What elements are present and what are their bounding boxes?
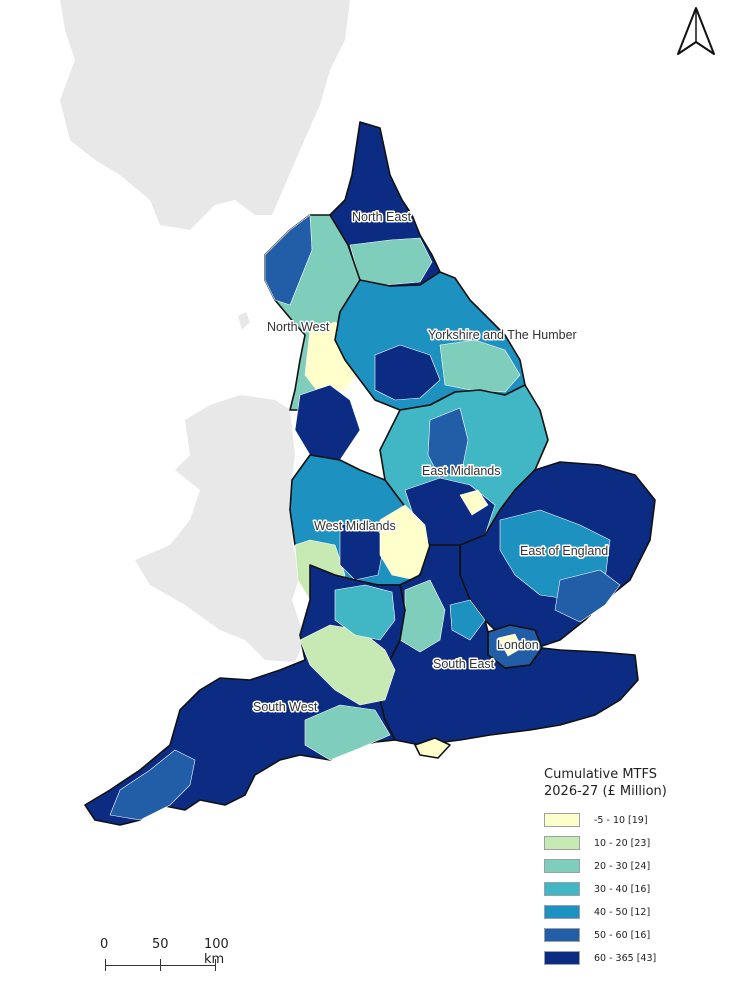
label-east-of-england: East of England bbox=[520, 544, 608, 558]
legend-item: 50 - 60 [16] bbox=[544, 925, 729, 945]
legend-item: 60 - 365 [43] bbox=[544, 948, 729, 968]
label-south-west: South West bbox=[253, 700, 318, 714]
legend-item: 30 - 40 [16] bbox=[544, 879, 729, 899]
label-west-midlands: West Midlands bbox=[314, 519, 396, 533]
legend-title-line2: 2026-27 (£ Million) bbox=[544, 784, 667, 799]
label-north-west: North West bbox=[267, 320, 330, 334]
legend-swatch bbox=[544, 859, 580, 873]
scale-label-100: 100 km bbox=[204, 937, 229, 967]
scotland-land bbox=[60, 0, 350, 230]
legend-label: 30 - 40 [16] bbox=[594, 883, 651, 895]
label-north-east: North East bbox=[352, 210, 412, 224]
legend-label: 40 - 50 [12] bbox=[594, 906, 651, 918]
legend-label: 50 - 60 [16] bbox=[594, 929, 651, 941]
isle-of-man bbox=[238, 312, 250, 330]
wales-land bbox=[135, 395, 305, 662]
legend-item: 10 - 20 [23] bbox=[544, 833, 729, 853]
legend-rows: -5 - 10 [19] 10 - 20 [23] 20 - 30 [24] 30 -… bbox=[544, 810, 729, 968]
legend-swatch bbox=[544, 882, 580, 896]
scale-label-50: 50 bbox=[152, 937, 169, 952]
label-south-east: South East bbox=[433, 657, 495, 671]
legend-label: 20 - 30 [24] bbox=[594, 860, 651, 872]
map-legend: Cumulative MTFS 2026-27 (£ Million) -5 -… bbox=[544, 766, 729, 971]
legend-swatch bbox=[544, 836, 580, 850]
label-east-midlands: East Midlands bbox=[422, 464, 501, 478]
legend-swatch bbox=[544, 905, 580, 919]
scale-tick bbox=[215, 959, 216, 971]
legend-label: 10 - 20 [23] bbox=[594, 837, 651, 849]
legend-label: -5 - 10 [19] bbox=[594, 814, 648, 826]
england-regions bbox=[84, 121, 656, 826]
scale-tick bbox=[160, 959, 161, 971]
legend-swatch bbox=[544, 813, 580, 827]
legend-item: 40 - 50 [12] bbox=[544, 902, 729, 922]
scale-label-0: 0 bbox=[100, 937, 109, 952]
legend-label: 60 - 365 [43] bbox=[594, 952, 657, 964]
legend-swatch bbox=[544, 951, 580, 965]
north-arrow-icon bbox=[677, 7, 715, 55]
label-yorkshire: Yorkshire and The Humber bbox=[428, 328, 577, 342]
background-land bbox=[60, 0, 350, 662]
legend-swatch bbox=[544, 928, 580, 942]
scale-tick bbox=[105, 959, 106, 971]
legend-item: 20 - 30 [24] bbox=[544, 856, 729, 876]
legend-title: Cumulative MTFS 2026-27 (£ Million) bbox=[544, 766, 729, 800]
isle-of-wight bbox=[414, 737, 451, 759]
label-london: London bbox=[497, 638, 539, 652]
scale-bar: 0 50 100 km bbox=[100, 937, 230, 977]
region-labels: North East North West Yorkshire and The … bbox=[252, 209, 610, 716]
legend-item: -5 - 10 [19] bbox=[544, 810, 729, 830]
legend-title-line1: Cumulative MTFS bbox=[544, 767, 657, 782]
